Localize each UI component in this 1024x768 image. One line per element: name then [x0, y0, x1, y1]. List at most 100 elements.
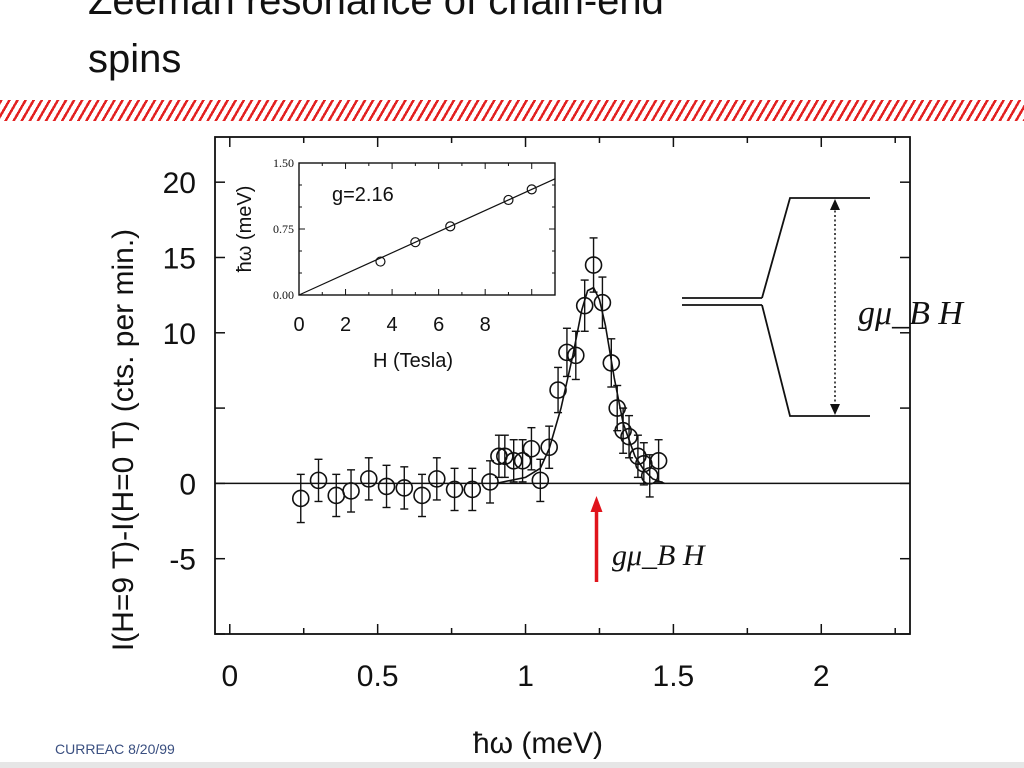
data-marker: [513, 452, 532, 470]
data-point: [531, 458, 550, 503]
data-point: [342, 469, 360, 513]
resonance-arrow-head: [590, 496, 603, 512]
inset-g-value: g=2.16: [332, 184, 394, 206]
resonance-label: gμ_B H: [612, 539, 707, 572]
y-tick-label: 0: [179, 468, 196, 501]
inset-y-tick-labels: 0.00 0.75 1.50: [273, 156, 294, 302]
inset-y-tick-label: 0.75: [273, 222, 294, 236]
data-point: [649, 439, 668, 483]
data-marker: [549, 381, 567, 399]
data-point: [549, 366, 567, 414]
data-point: [413, 473, 431, 518]
zeeman-splitting-diagram: [682, 197, 870, 417]
data-marker: [640, 467, 659, 485]
data-marker: [481, 473, 499, 491]
data-point: [463, 467, 482, 512]
data-point: [496, 434, 514, 479]
inset-y-tick-label: 1.50: [273, 156, 294, 170]
data-marker: [463, 480, 482, 499]
hatched-divider: [0, 100, 1024, 121]
inset-data-marker: [410, 237, 421, 248]
y-tick-label: -5: [169, 544, 196, 577]
data-marker: [291, 489, 310, 508]
x-tick-label: 0: [221, 660, 238, 693]
inset-data-marker: [445, 221, 456, 232]
data-marker: [395, 479, 414, 497]
inset-x-axis-label: H (Tesla): [373, 350, 453, 372]
inset-data-marker: [375, 256, 386, 267]
inset-y-tick-label: 0.00: [273, 288, 294, 302]
data-marker: [504, 452, 523, 470]
data-marker: [620, 427, 638, 446]
data-marker: [377, 477, 396, 496]
x-axis-label: ħω (meV): [473, 727, 603, 760]
data-point: [504, 439, 523, 483]
splitting-label: gμ_B H: [858, 295, 965, 332]
data-marker: [342, 482, 360, 500]
footer-text: CURREAC 8/20/99: [55, 741, 175, 757]
data-marker: [428, 470, 446, 488]
data-marker: [575, 296, 594, 315]
data-point: [593, 276, 612, 329]
inset-plot: 0.00 0.75 1.50 0 2 4 6 8 g=2.16 H (Tesla) ħω (…: [234, 156, 556, 372]
splitting-arrow-head-down: [830, 404, 840, 415]
x-tick-label: 1.5: [653, 660, 695, 693]
data-point: [327, 473, 346, 518]
data-marker: [593, 293, 612, 312]
data-marker: [584, 256, 603, 274]
inset-ticks: [298, 162, 555, 296]
data-marker: [359, 470, 378, 488]
inset-x-tick-label: 0: [293, 314, 304, 336]
data-marker: [531, 471, 550, 490]
data-point: [359, 457, 378, 501]
slide-title-line-2: spins: [88, 37, 182, 81]
data-point: [629, 434, 647, 479]
data-marker: [522, 439, 541, 458]
x-tick-label: 1: [517, 660, 534, 693]
inset-x-tick-labels: 0 2 4 6 8: [293, 314, 490, 336]
data-marker: [445, 480, 464, 499]
upper-split-level: [761, 197, 870, 299]
data-point: [522, 426, 541, 471]
data-point: [567, 330, 585, 381]
data-point: [540, 425, 558, 470]
y-tick-labels: -5 0 10 15 20: [163, 167, 196, 577]
data-point: [309, 458, 328, 503]
inset-frame: [298, 162, 556, 296]
inset-x-tick-label: 6: [433, 314, 444, 336]
data-point: [602, 338, 621, 388]
data-point: [481, 460, 499, 504]
y-tick-label: 20: [163, 167, 196, 200]
data-point: [513, 439, 532, 483]
data-points: [291, 237, 668, 524]
data-marker: [567, 346, 585, 365]
data-point: [445, 467, 464, 512]
data-point: [395, 466, 414, 510]
x-tick-label: 0.5: [357, 660, 399, 693]
fit-line: [495, 286, 665, 485]
footer-rule: [0, 762, 1024, 768]
inset-data-marker: [526, 184, 537, 195]
data-point: [291, 473, 310, 524]
lower-split-level: [761, 304, 870, 417]
inset-x-tick-label: 4: [387, 314, 398, 336]
slide-title: Zeeman resonance of chain-end spins: [88, 0, 664, 88]
data-point: [640, 454, 659, 498]
data-marker: [496, 447, 514, 466]
inset-data-marker: [503, 194, 514, 206]
data-point: [428, 457, 446, 501]
slide-title-line-1: Zeeman resonance of chain-end: [88, 0, 664, 23]
data-point: [620, 414, 638, 459]
data-point: [584, 237, 603, 293]
inset-data-points: [375, 184, 537, 267]
data-point: [377, 464, 396, 509]
main-plot-frame: [214, 136, 911, 635]
y-tick-label: 15: [163, 242, 196, 275]
splitting-arrow-head-up: [830, 199, 840, 210]
data-marker: [558, 343, 576, 362]
axis-ticks: [215, 137, 910, 635]
inset-x-tick-label: 8: [480, 314, 491, 336]
inset-y-axis-label: ħω (meV): [234, 186, 256, 273]
data-marker: [614, 421, 632, 440]
